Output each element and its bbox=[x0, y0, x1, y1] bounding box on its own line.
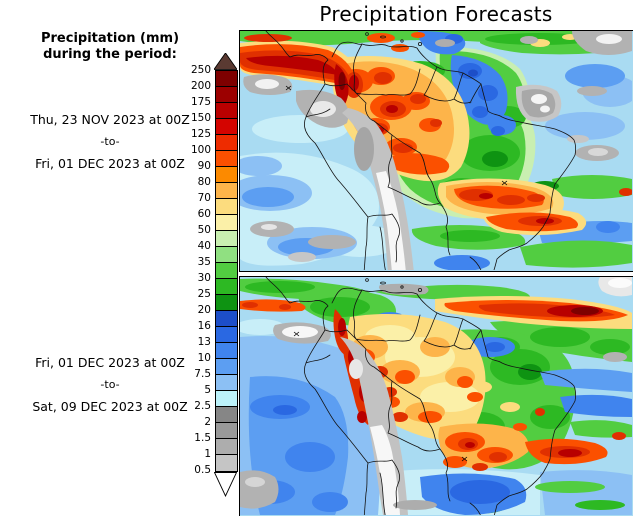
colorbar-segment bbox=[216, 135, 237, 151]
colorbar-tick-label: 2.5 bbox=[194, 400, 211, 412]
colorbar-segment bbox=[216, 231, 237, 247]
colorbar-tick-label: 125 bbox=[190, 128, 211, 140]
colorbar-segment bbox=[216, 215, 237, 231]
period-1-label: Thu, 23 NOV 2023 at 00Z -to- Fri, 01 DEC… bbox=[4, 108, 216, 174]
colorbar-segment bbox=[216, 343, 237, 359]
precip-red-layer bbox=[242, 302, 626, 471]
page-title: Precipitation Forecasts bbox=[319, 2, 553, 26]
colorbar-segment bbox=[216, 439, 237, 455]
forecast-map-1 bbox=[239, 30, 633, 272]
forecast-map-2 bbox=[239, 276, 633, 516]
dry-gray-layer bbox=[240, 277, 632, 515]
colorbar-tick-label: 150 bbox=[190, 112, 211, 124]
colorbar-segment bbox=[216, 87, 237, 103]
period-2-label: Fri, 01 DEC 2023 at 00Z -to- Sat, 09 DEC… bbox=[4, 351, 216, 417]
station-marks bbox=[293, 331, 468, 462]
colorbar-tick-label: 2 bbox=[204, 416, 211, 428]
colorbar-segment bbox=[216, 295, 237, 311]
colorbar-tick-label: 10 bbox=[197, 352, 211, 364]
colorbar-segment bbox=[216, 103, 237, 119]
colorbar-under-arrow bbox=[214, 472, 237, 497]
colorbar-tick-label: 25 bbox=[197, 288, 211, 300]
colorbar-tick-label: 13 bbox=[197, 336, 211, 348]
colorbar-segment bbox=[216, 263, 237, 279]
forecast-map-2-graphic bbox=[240, 277, 632, 515]
dry-gray-layer bbox=[243, 31, 632, 270]
colorbar-tick-label: 30 bbox=[197, 272, 211, 284]
colorbar-segment bbox=[216, 423, 237, 439]
colorbar: 250 200 175 150 125 100 90 80 70 60 50 40 35 30 25 20 16… bbox=[170, 53, 240, 506]
colorbar-over-arrow bbox=[214, 53, 237, 70]
colorbar-segment bbox=[216, 311, 237, 327]
colorbar-tick-label: 100 bbox=[190, 144, 211, 156]
colorbar-tick-label: 5 bbox=[204, 384, 211, 396]
colorbar-segment bbox=[216, 327, 237, 343]
colorbar-segment bbox=[216, 407, 237, 423]
colorbar-tick-label: 80 bbox=[197, 176, 211, 188]
colorbar-tick-label: 70 bbox=[197, 192, 211, 204]
colorbar-tick-label: 90 bbox=[197, 160, 211, 172]
colorbar-segment bbox=[216, 391, 237, 407]
legend-header: Precipitation (mm) during the period: bbox=[8, 31, 212, 63]
colorbar-tick-label: 175 bbox=[190, 96, 211, 108]
colorbar-segments bbox=[215, 70, 238, 472]
colorbar-tick-label: 35 bbox=[197, 256, 211, 268]
colorbar-tick-label: 50 bbox=[197, 224, 211, 236]
station-marks bbox=[285, 85, 508, 186]
colorbar-tick-label: 0.5 bbox=[194, 464, 211, 476]
colorbar-tick-label: 20 bbox=[197, 304, 211, 316]
colorbar-segment bbox=[216, 151, 237, 167]
colorbar-tick-label: 200 bbox=[190, 80, 211, 92]
colorbar-tick-label: 1 bbox=[204, 448, 211, 460]
colorbar-segment bbox=[216, 167, 237, 183]
colorbar-segment bbox=[216, 279, 237, 295]
period-2-start: Fri, 01 DEC 2023 at 00Z bbox=[35, 354, 185, 370]
colorbar-segment bbox=[216, 247, 237, 263]
period-2-end: Sat, 09 DEC 2023 at 00Z bbox=[32, 398, 188, 414]
legend-header-line2: during the period: bbox=[43, 47, 177, 62]
colorbar-segment bbox=[216, 71, 237, 87]
period-2-to: -to- bbox=[100, 377, 120, 391]
period-1-to: -to- bbox=[100, 134, 120, 148]
colorbar-segment bbox=[216, 455, 237, 471]
colorbar-tick-label: 60 bbox=[197, 208, 211, 220]
forecast-map-1-graphic bbox=[240, 31, 632, 270]
colorbar-tick-label: 1.5 bbox=[194, 432, 211, 444]
legend-header-line1: Precipitation (mm) bbox=[40, 31, 180, 46]
precip-red-layer bbox=[240, 34, 632, 226]
colorbar-segment bbox=[216, 119, 237, 135]
colorbar-segment bbox=[216, 359, 237, 375]
colorbar-segment bbox=[216, 375, 237, 391]
colorbar-tick-label: 16 bbox=[197, 320, 211, 332]
colorbar-segment bbox=[216, 199, 237, 215]
colorbar-tick-label: 7.5 bbox=[194, 368, 211, 380]
colorbar-tick-label: 250 bbox=[190, 64, 211, 76]
colorbar-tick-label: 40 bbox=[197, 240, 211, 252]
colorbar-segment bbox=[216, 183, 237, 199]
period-1-end: Fri, 01 DEC 2023 at 00Z bbox=[35, 155, 185, 171]
period-1-start: Thu, 23 NOV 2023 at 00Z bbox=[30, 111, 190, 127]
